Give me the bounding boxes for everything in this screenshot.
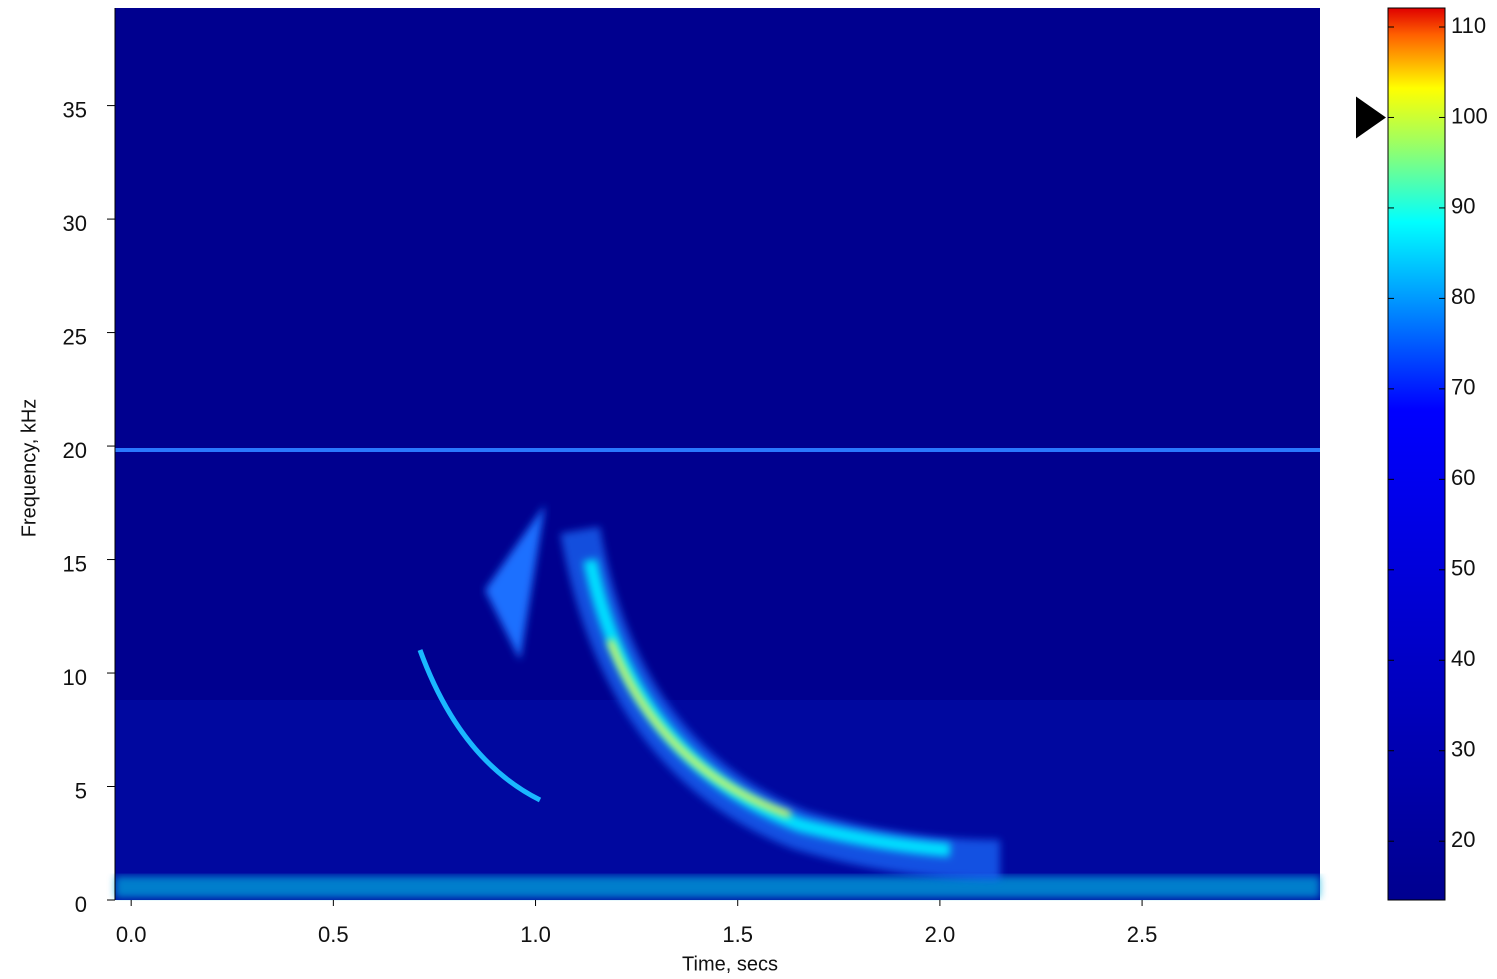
colorbar-tick-label: 90 xyxy=(1451,194,1475,219)
x-tick-label: 2.5 xyxy=(1127,922,1158,947)
colorbar-tick-label: 40 xyxy=(1451,646,1475,671)
x-tick-label: 0.0 xyxy=(116,922,147,947)
y-tick-label: 35 xyxy=(63,97,87,122)
y-tick-label: 15 xyxy=(63,551,87,576)
colorbar-tick-label: 30 xyxy=(1451,737,1475,762)
y-tick-label: 10 xyxy=(63,665,87,690)
colorbar-tick-label: 100 xyxy=(1451,103,1488,128)
y-axis-label: Frequency, kHz xyxy=(18,399,40,538)
colorbar-tick-label: 60 xyxy=(1451,465,1475,490)
y-tick-label: 20 xyxy=(63,438,87,463)
colorbar xyxy=(1387,7,1446,901)
y-tick-label: 5 xyxy=(75,778,87,803)
colorbar-tick-label: 110 xyxy=(1451,13,1486,38)
y-tick-label: 0 xyxy=(75,892,87,917)
x-tick-label: 2.0 xyxy=(925,922,956,947)
x-axis-label: Time, secs xyxy=(682,953,778,975)
colorbar-tick-label: 20 xyxy=(1451,827,1475,852)
colorbar-tick-label: 70 xyxy=(1451,375,1475,400)
y-tick-label: 25 xyxy=(63,324,87,349)
spectrogram-image xyxy=(115,8,1320,900)
y-tick-label: 30 xyxy=(63,211,87,236)
x-tick-label: 1.0 xyxy=(520,922,551,947)
x-tick-label: 0.5 xyxy=(318,922,349,947)
colorbar-tick-label: 50 xyxy=(1451,556,1475,581)
x-tick-label: 1.5 xyxy=(722,922,753,947)
colorbar-marker xyxy=(1356,96,1386,139)
colorbar-tick-label: 80 xyxy=(1451,284,1475,309)
